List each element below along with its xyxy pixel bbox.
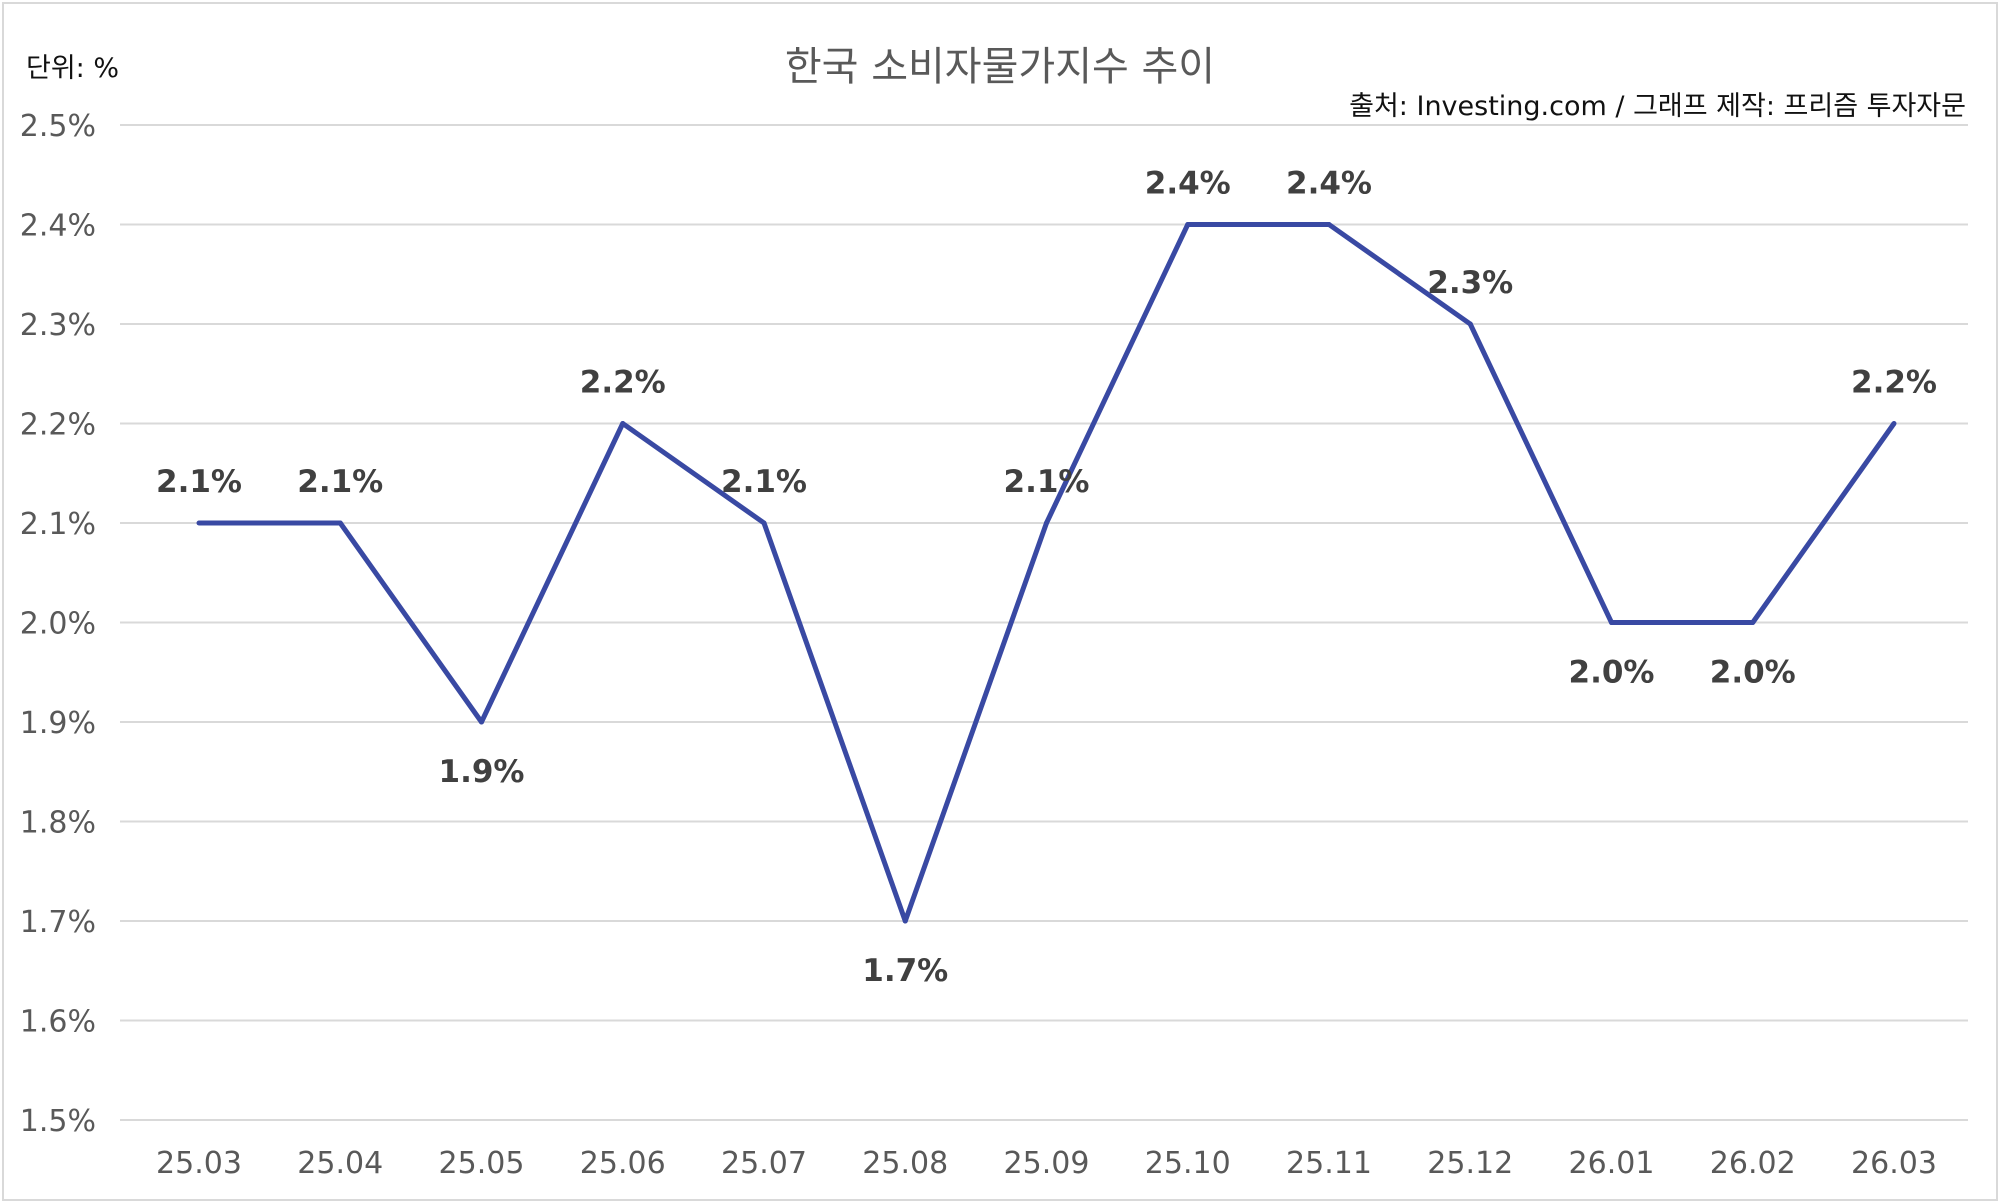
y-tick-label: 1.5% (20, 1104, 96, 1139)
x-tick-label: 25.10 (1145, 1146, 1231, 1181)
data-label: 2.4% (1145, 166, 1231, 202)
data-label: 2.2% (580, 365, 666, 401)
y-tick-label: 1.7% (20, 905, 96, 940)
x-tick-label: 25.09 (1004, 1146, 1090, 1181)
data-point (337, 520, 343, 526)
chart-title: 한국 소비자물가지수 추이 (784, 44, 1216, 90)
data-point (1326, 222, 1332, 227)
y-tick-label: 2.5% (20, 109, 96, 144)
x-tick-label: 25.03 (156, 1146, 242, 1181)
data-point (761, 520, 767, 526)
y-tick-label: 1.8% (20, 806, 96, 841)
data-point (1044, 520, 1049, 526)
y-tick-label: 2.1% (20, 507, 96, 542)
data-label: 2.1% (1004, 464, 1090, 500)
data-label: 1.9% (439, 754, 525, 790)
data-label: 2.1% (721, 464, 807, 500)
x-tick-label: 26.03 (1851, 1146, 1937, 1181)
y-tick-label: 1.6% (20, 1005, 96, 1040)
data-label: 2.0% (1569, 655, 1655, 691)
y-tick-label: 2.4% (20, 209, 96, 244)
series-line (199, 222, 1897, 924)
x-tick-label: 25.06 (580, 1146, 666, 1181)
data-point (1891, 421, 1897, 426)
data-point (1467, 321, 1473, 327)
x-tick-label: 26.02 (1710, 1146, 1796, 1181)
x-tick-label: 25.05 (439, 1146, 525, 1181)
data-point (479, 719, 484, 725)
y-tick-label: 1.9% (20, 706, 96, 741)
data-point (1750, 620, 1756, 625)
data-label: 2.3% (1427, 265, 1513, 301)
data-point (620, 421, 626, 426)
y-tick-label: 2.3% (20, 308, 96, 343)
data-point (196, 520, 202, 526)
x-tick-label: 25.11 (1286, 1146, 1372, 1181)
data-label: 1.7% (862, 953, 948, 989)
source-label: 출처: Investing.com / 그래프 제작: 프리즘 투자자문 (1349, 91, 1966, 122)
x-tick-label: 25.04 (297, 1146, 383, 1181)
unit-label: 단위: % (26, 53, 120, 84)
x-tick-label: 26.01 (1569, 1146, 1655, 1181)
data-point (902, 918, 908, 924)
data-label: 2.1% (297, 464, 383, 500)
y-tick-label: 2.2% (20, 408, 96, 443)
x-tick-label: 25.12 (1427, 1146, 1513, 1181)
data-point (1609, 620, 1614, 625)
data-label: 2.1% (156, 464, 242, 500)
data-label: 2.2% (1851, 365, 1937, 401)
data-label: 2.4% (1286, 166, 1372, 202)
data-label: 2.0% (1710, 655, 1796, 691)
x-tick-label: 25.07 (721, 1146, 807, 1181)
data-point (1185, 222, 1191, 227)
x-tick-label: 25.08 (862, 1146, 948, 1181)
y-tick-label: 2.0% (20, 607, 96, 642)
